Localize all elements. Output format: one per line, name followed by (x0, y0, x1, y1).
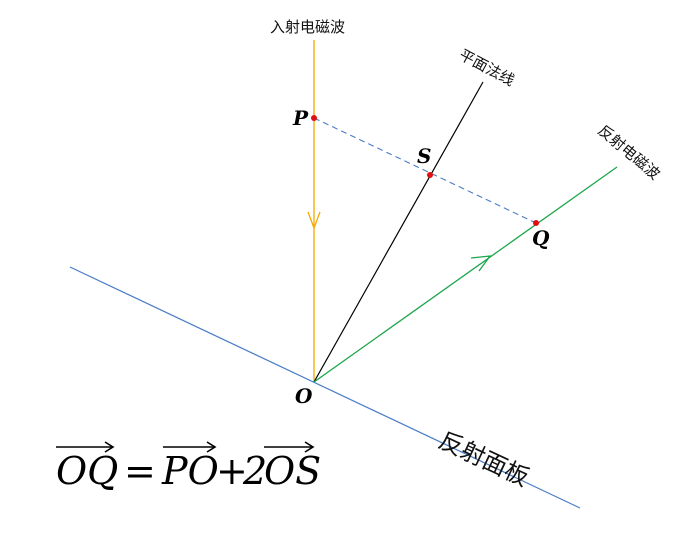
formula-plus: + (216, 449, 248, 493)
point-p-label: P (292, 106, 309, 130)
point-q-dot (533, 220, 539, 226)
vector-arrowhead-oq (104, 441, 115, 453)
point-p-dot (311, 115, 317, 121)
formula-os: OS (264, 449, 321, 493)
point-s-dot (427, 172, 433, 178)
panel-label: 反射面板 (434, 426, 533, 492)
point-q-label: Q (532, 226, 550, 250)
reflected-wave-line (313, 166, 618, 383)
formula-equals: = (124, 449, 156, 493)
vector-arrowhead-po (206, 441, 217, 453)
formula-oq: OQ (56, 449, 118, 493)
point-o-label: O (295, 384, 313, 408)
vector-arrowhead-os (304, 441, 315, 453)
vector-formula: OQ = PO + 2 OS (56, 441, 321, 493)
normal-line (313, 81, 484, 383)
formula-po: PO (161, 449, 219, 493)
incident-wave-label: 入射电磁波 (270, 18, 345, 36)
dashed-pq-line (313, 117, 537, 224)
formula-coefficient: 2 (242, 449, 267, 493)
reflected-wave-label: 反射电磁波 (594, 121, 663, 183)
incident-arrow-head (307, 211, 321, 230)
point-s-label: S (417, 144, 431, 168)
normal-label: 平面法线 (456, 46, 517, 90)
reflecting-panel-line (69, 266, 581, 509)
reflected-arrow-head (470, 255, 492, 272)
